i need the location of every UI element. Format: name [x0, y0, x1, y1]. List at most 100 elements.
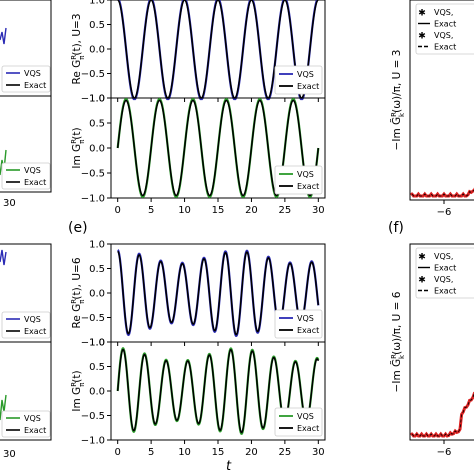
- y-axis-label: Re GRπ(t), U=3: [70, 13, 86, 84]
- left-legend-label: Exact: [24, 81, 46, 90]
- legend-box: [274, 407, 323, 437]
- series-line-exact: [117, 250, 320, 336]
- x-tick-label: 0: [115, 205, 121, 216]
- left-clipped-panels: VQS Exact VQS Exact 30 VQS Exact VQS: [0, 0, 52, 460]
- legend-label: Exact: [434, 43, 456, 52]
- legend-label: Exact: [297, 182, 319, 191]
- left-bottom-im-trace: [0, 394, 7, 421]
- axes-frame: [409, 243, 474, 441]
- legend-box: [415, 3, 474, 55]
- panel-label-e: (e): [68, 220, 88, 236]
- y-axis-label: −Im G̃Rk(ω)/π, U = 6: [390, 291, 406, 392]
- left-legend-label: VQS: [24, 414, 41, 423]
- legend-label: VQS,: [434, 8, 453, 17]
- left-legend-label: VQS: [24, 166, 41, 175]
- legend-label: Exact: [434, 20, 456, 29]
- x-tick-label: −6: [437, 447, 452, 458]
- y-tick-label: 0.0: [89, 144, 105, 155]
- x-tick-label: 5: [148, 447, 154, 458]
- legend-label: VQS,: [434, 275, 453, 284]
- panel-bottom-re: 1.0 0.5 0.0 −0.5 −1.0 Re GRπ(t), U=6 VQS Exact: [70, 240, 326, 349]
- series-line-exact: [411, 393, 474, 437]
- y-axis-label: Re GRπ(t), U=6: [70, 257, 86, 328]
- x-tick-label: 0: [115, 447, 121, 458]
- left-legend-label: VQS: [24, 69, 41, 78]
- left-top-xtick: 30: [3, 198, 16, 209]
- legend-label: Exact: [297, 326, 319, 335]
- legend-marker-icon: ✱: [418, 9, 426, 19]
- y-tick-label: 0.0: [89, 387, 105, 398]
- legend-label: VQS,: [434, 252, 453, 261]
- legend-label: VQS: [297, 70, 314, 79]
- left-top-im-frame: [0, 95, 52, 193]
- panel-spectral-top: −Im G̃Rk(ω)/π, U = 3 −6 ✱ VQS, Exact ✱ VQS, Exa…: [390, 0, 474, 218]
- legend-box: [274, 309, 323, 339]
- x-tick-label: 30: [312, 205, 325, 216]
- x-tick-label: 20: [245, 205, 258, 216]
- y-tick-label: 0.5: [89, 119, 105, 130]
- legend-label: Exact: [297, 82, 319, 91]
- y-tick-label: 0.5: [89, 20, 105, 31]
- panel-top-re: 1.0 0.5 0.0 −0.5 −1.0 Re GRπ(t), U=3 VQS Exact: [70, 0, 326, 105]
- x-tick-label: 25: [279, 205, 292, 216]
- x-tick-label: 15: [212, 205, 225, 216]
- y-tick-label: 1.0: [89, 338, 105, 349]
- x-tick-label: 15: [212, 447, 225, 458]
- left-top-re-trace: [0, 27, 7, 45]
- legend-label: Exact: [297, 424, 319, 433]
- legend-box: [415, 247, 474, 299]
- x-tick-label: −6: [437, 207, 452, 218]
- y-tick-label: 0.0: [89, 289, 105, 300]
- legend-label: Exact: [434, 264, 456, 273]
- left-bottom-re-trace: [0, 249, 7, 266]
- series-line-exact: [411, 189, 474, 197]
- series-line-vqs-red: [410, 391, 474, 438]
- x-tick-label: 10: [178, 205, 191, 216]
- legend-marker-icon: ✱: [418, 276, 426, 286]
- x-tick-label: 30: [312, 447, 325, 458]
- y-tick-label: −1.0: [81, 436, 105, 447]
- y-tick-label: 0.5: [89, 362, 105, 373]
- y-axis-label: −Im G̃Rk(ω)/π, U = 3: [390, 50, 406, 151]
- y-tick-label: −0.5: [81, 411, 105, 422]
- panel-spectral-bottom: −Im G̃Rk(ω)/π, U = 6 −6 ✱ VQS, Exact ✱ VQS, Exa…: [390, 243, 474, 458]
- legend-label: VQS,: [434, 31, 453, 40]
- y-tick-label: −0.5: [81, 313, 105, 324]
- y-tick-label: 1.0: [89, 94, 105, 105]
- panel-top-im: 1.0 0.5 0.0 −0.5 −1.0 0 5 10 15 20 25 30 Im GRπ(t) VQ…: [70, 94, 326, 216]
- legend-label: Exact: [434, 287, 456, 296]
- legend-marker-icon: ✱: [418, 253, 426, 263]
- left-bottom-xtick: 30: [3, 449, 16, 460]
- y-axis-label: Im GRπ(t): [70, 370, 86, 411]
- x-axis-label: t: [226, 459, 232, 474]
- left-bottom-im-frame: [0, 341, 52, 441]
- left-bottom-legend-2: VQS Exact: [1, 410, 51, 438]
- left-bottom-legend-1: VQS Exact: [1, 311, 51, 339]
- y-axis-label: Im GRπ(t): [70, 127, 86, 168]
- axes-frame: [409, 0, 474, 201]
- right-spectral-panels: −Im G̃Rk(ω)/π, U = 3 −6 ✱ VQS, Exact ✱ VQS, Exa…: [390, 0, 474, 458]
- x-tick-label: 10: [178, 447, 191, 458]
- y-tick-label: −1.0: [81, 338, 105, 349]
- legend-box: [274, 65, 323, 95]
- legend-label: VQS: [297, 314, 314, 323]
- legend-label: VQS: [297, 412, 314, 421]
- y-tick-label: 0.5: [89, 264, 105, 275]
- y-tick-label: −0.5: [81, 169, 105, 180]
- middle-panels: 1.00.50.0−0.5−1.0Re GRπ(t), U=3VQSExact1…: [70, 0, 326, 458]
- left-legend-label: Exact: [24, 327, 46, 336]
- x-tick-label: 25: [279, 447, 292, 458]
- left-legend-label: Exact: [24, 426, 46, 435]
- left-top-legend-2: VQS Exact: [1, 162, 51, 190]
- panel-bottom-im: 1.0 0.5 0.0 −0.5 −1.0 0 5 10 15 20 25 30 Im GRπ(t) VQ…: [70, 338, 326, 458]
- y-tick-label: 1.0: [89, 240, 105, 251]
- y-tick-label: 1.0: [89, 0, 105, 7]
- legend-marker-icon: ✱: [418, 32, 426, 42]
- panel-label-f: (f): [388, 220, 404, 236]
- x-tick-label: 5: [148, 205, 154, 216]
- y-tick-label: −1.0: [81, 94, 105, 105]
- left-legend-label: Exact: [24, 178, 46, 187]
- legend-label: VQS: [297, 170, 314, 179]
- y-tick-label: −0.5: [81, 69, 105, 80]
